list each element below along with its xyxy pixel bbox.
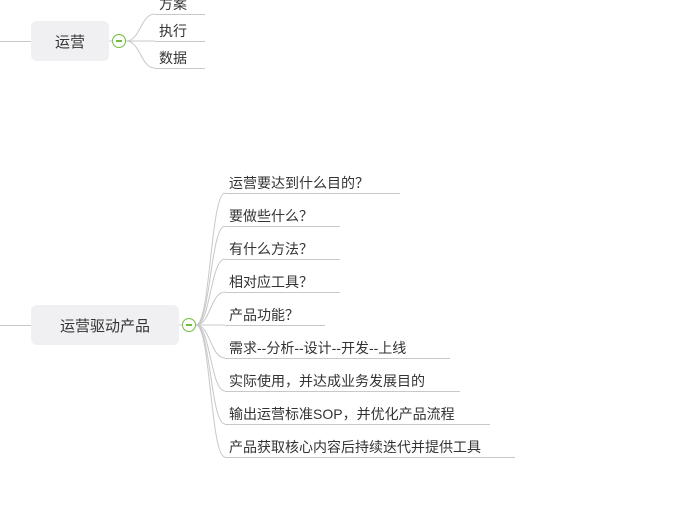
child-underline — [225, 193, 400, 194]
child-underline — [155, 14, 205, 15]
node-label: 运营驱动产品 — [60, 315, 150, 336]
connector-stub — [0, 325, 31, 326]
mindmap-child[interactable]: 方案 — [159, 0, 187, 14]
child-underline — [225, 424, 490, 425]
collapse-toggle[interactable] — [182, 318, 196, 332]
child-underline — [225, 325, 325, 326]
mindmap-child[interactable]: 产品功能？ — [229, 305, 299, 325]
mindmap-child[interactable]: 需求--分析--设计--开发--上线 — [229, 338, 406, 358]
collapse-toggle[interactable] — [112, 34, 126, 48]
child-underline — [225, 259, 340, 260]
mindmap-child[interactable]: 要做些什么？ — [229, 206, 313, 226]
child-underline — [225, 226, 340, 227]
mindmap-child[interactable]: 输出运营标准SOP，并优化产品流程 — [229, 404, 455, 424]
node-label: 运营 — [55, 31, 85, 52]
connector-stub — [0, 41, 31, 42]
mindmap-child[interactable]: 数据 — [159, 48, 187, 68]
mindmap-node-n1[interactable]: 运营 — [31, 21, 109, 61]
mindmap-child[interactable]: 实际使用，并达成业务发展目的 — [229, 371, 425, 391]
mindmap-child[interactable]: 相对应工具？ — [229, 272, 313, 292]
child-underline — [225, 457, 515, 458]
child-underline — [155, 41, 205, 42]
child-underline — [225, 358, 450, 359]
child-underline — [225, 391, 460, 392]
mindmap-node-n2[interactable]: 运营驱动产品 — [31, 305, 179, 345]
child-underline — [225, 292, 340, 293]
mindmap-child[interactable]: 执行 — [159, 21, 187, 41]
child-underline — [155, 68, 205, 69]
mindmap-child[interactable]: 产品获取核心内容后持续迭代并提供工具 — [229, 437, 481, 457]
mindmap-child[interactable]: 运营要达到什么目的？ — [229, 173, 369, 193]
mindmap-child[interactable]: 有什么方法？ — [229, 239, 313, 259]
